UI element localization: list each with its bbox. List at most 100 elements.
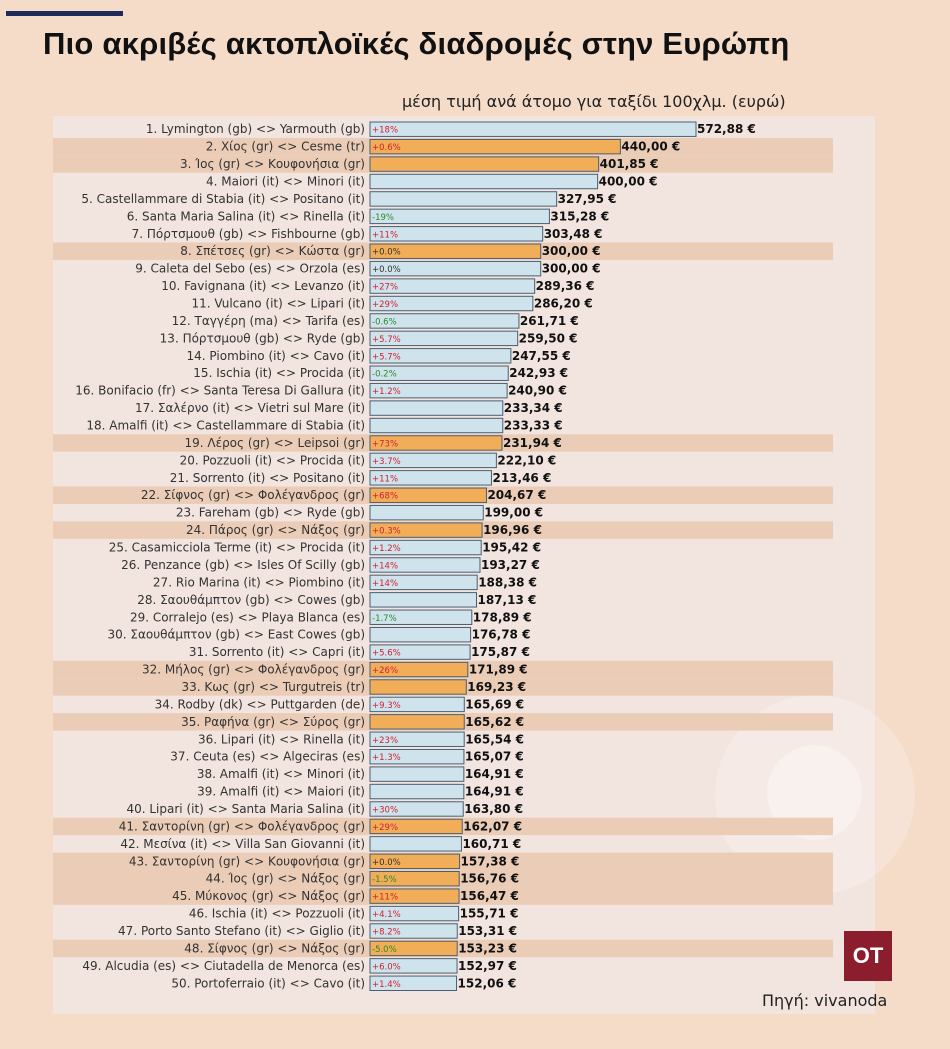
- category-label: 2. Χίος (gr) <> Cesme (tr): [206, 140, 365, 154]
- change-label: +1.4%: [372, 980, 401, 990]
- bar: [369, 173, 599, 190]
- category-label: 31. Sorrento (it) <> Capri (it): [189, 645, 365, 659]
- value-label: 178,89 €: [473, 610, 532, 624]
- change-label: +11%: [372, 230, 398, 240]
- category-label: 18. Amalfi (it) <> Castellammare di Stab…: [86, 419, 365, 433]
- bar: [369, 243, 542, 259]
- bar: [369, 940, 458, 957]
- accent-bar: [6, 11, 123, 16]
- value-label: 222,10 €: [497, 453, 556, 467]
- change-label: +29%: [372, 823, 398, 833]
- value-label: 163,80 €: [464, 802, 523, 816]
- category-label: 7. Πόρτσμουθ (gb) <> Fishbourne (gb): [132, 227, 365, 241]
- bar: [369, 626, 472, 643]
- value-label: 193,27 €: [481, 558, 540, 572]
- change-label: +73%: [372, 439, 398, 449]
- value-label: 247,55 €: [512, 349, 571, 363]
- value-label: 169,23 €: [467, 680, 526, 694]
- value-label: 327,95 €: [558, 192, 617, 206]
- change-label: +5.7%: [372, 335, 401, 345]
- value-label: 300,00 €: [542, 262, 601, 276]
- change-label: +11%: [372, 893, 398, 903]
- bar: [369, 365, 509, 381]
- category-label: 36. Lipari (it) <> Rinella (it): [198, 732, 365, 746]
- bar: [369, 574, 478, 591]
- bar: [369, 295, 534, 312]
- value-label: 401,85 €: [600, 157, 659, 171]
- category-label: 15. Ischia (it) <> Procida (it): [193, 366, 365, 380]
- value-label: 157,38 €: [461, 854, 520, 868]
- category-label: 20. Pozzuoli (it) <> Procida (it): [180, 453, 365, 467]
- category-label: 42. Μεσίνα (it) <> Villa San Giovanni (i…: [120, 837, 365, 851]
- value-label: 315,28 €: [550, 209, 609, 223]
- change-label: -0.6%: [372, 317, 397, 327]
- source-note: Πηγή: vivanoda: [762, 991, 888, 1010]
- bar: [369, 557, 481, 573]
- value-label: 400,00 €: [599, 175, 658, 189]
- bar: [369, 522, 483, 538]
- bar: [369, 975, 458, 992]
- value-label: 199,00 €: [484, 506, 543, 520]
- bar: [369, 417, 504, 434]
- value-label: 175,87 €: [471, 645, 530, 659]
- bar: [369, 748, 465, 765]
- category-label: 44. Ίος (gr) <> Νάξος (gr): [206, 872, 365, 886]
- value-label: 164,91 €: [465, 767, 524, 781]
- change-label: +5.7%: [372, 352, 401, 362]
- change-label: +3.7%: [372, 457, 401, 467]
- change-label: +0.0%: [372, 265, 401, 275]
- bar: [369, 923, 458, 939]
- value-label: 165,62 €: [465, 715, 524, 729]
- bar: [369, 888, 460, 904]
- change-label: +0.3%: [372, 527, 401, 537]
- category-label: 43. Σαντορίνη (gr) <> Κουφονήσια (gr): [129, 854, 365, 868]
- value-label: 153,23 €: [458, 941, 517, 955]
- value-label: 303,48 €: [544, 227, 603, 241]
- bar: [369, 766, 465, 782]
- category-label: 50. Portoferraio (it) <> Cavo (it): [171, 976, 365, 990]
- category-label: 9. Caleta del Sebo (es) <> Orzola (es): [135, 262, 365, 276]
- bar: [369, 208, 550, 225]
- bar: [369, 452, 497, 469]
- category-label: 16. Bonifacio (fr) <> Santa Teresa Di Ga…: [75, 384, 365, 398]
- value-label: 165,54 €: [465, 732, 524, 746]
- category-label: 17. Σαλέρνο (it) <> Vietri sul Mare (it): [135, 401, 365, 415]
- change-label: +11%: [372, 474, 398, 484]
- value-label: 233,33 €: [504, 419, 563, 433]
- change-label: +6.0%: [372, 962, 401, 972]
- category-label: 47. Porto Santo Stefano (it) <> Giglio (…: [118, 924, 365, 938]
- change-label: +14%: [372, 579, 398, 589]
- category-label: 26. Penzance (gb) <> Isles Of Scilly (gb…: [121, 558, 365, 572]
- change-label: +1.2%: [372, 544, 401, 554]
- change-label: +8.2%: [372, 927, 401, 937]
- change-label: +18%: [372, 126, 398, 136]
- value-label: 300,00 €: [542, 244, 601, 258]
- value-label: 242,93 €: [509, 366, 568, 380]
- category-label: 3. Ίος (gr) <> Κουφονήσια (gr): [180, 157, 365, 171]
- category-label: 35. Ραφήνα (gr) <> Σύρος (gr): [181, 715, 365, 729]
- change-label: -1.7%: [372, 614, 397, 624]
- bar: [369, 382, 508, 399]
- change-label: +0.0%: [372, 248, 401, 258]
- value-label: 195,42 €: [482, 541, 541, 555]
- category-label: 30. Σαουθάμπτον (gb) <> East Cowes (gb): [108, 628, 366, 642]
- category-label: 13. Πόρτσμουθ (gb) <> Ryde (gb): [160, 331, 365, 345]
- bar: [369, 592, 477, 608]
- category-label: 38. Amalfi (it) <> Minori (it): [197, 767, 365, 781]
- change-label: +27%: [372, 283, 398, 293]
- category-label: 4. Maiori (it) <> Minori (it): [206, 175, 365, 189]
- value-label: 231,94 €: [503, 436, 562, 450]
- bar: [369, 696, 465, 713]
- category-label: 10. Favignana (it) <> Levanzo (it): [161, 279, 365, 293]
- value-label: 160,71 €: [462, 837, 521, 851]
- change-label: +14%: [372, 561, 398, 571]
- value-label: 187,13 €: [477, 593, 536, 607]
- change-label: +0.6%: [372, 143, 401, 153]
- category-label: 33. Κως (gr) <> Turgutreis (tr): [181, 680, 365, 694]
- bar: [369, 731, 465, 747]
- value-label: 233,34 €: [504, 401, 563, 415]
- change-label: -5.0%: [372, 945, 397, 955]
- bar: [369, 853, 461, 869]
- change-label: -0.2%: [372, 370, 397, 380]
